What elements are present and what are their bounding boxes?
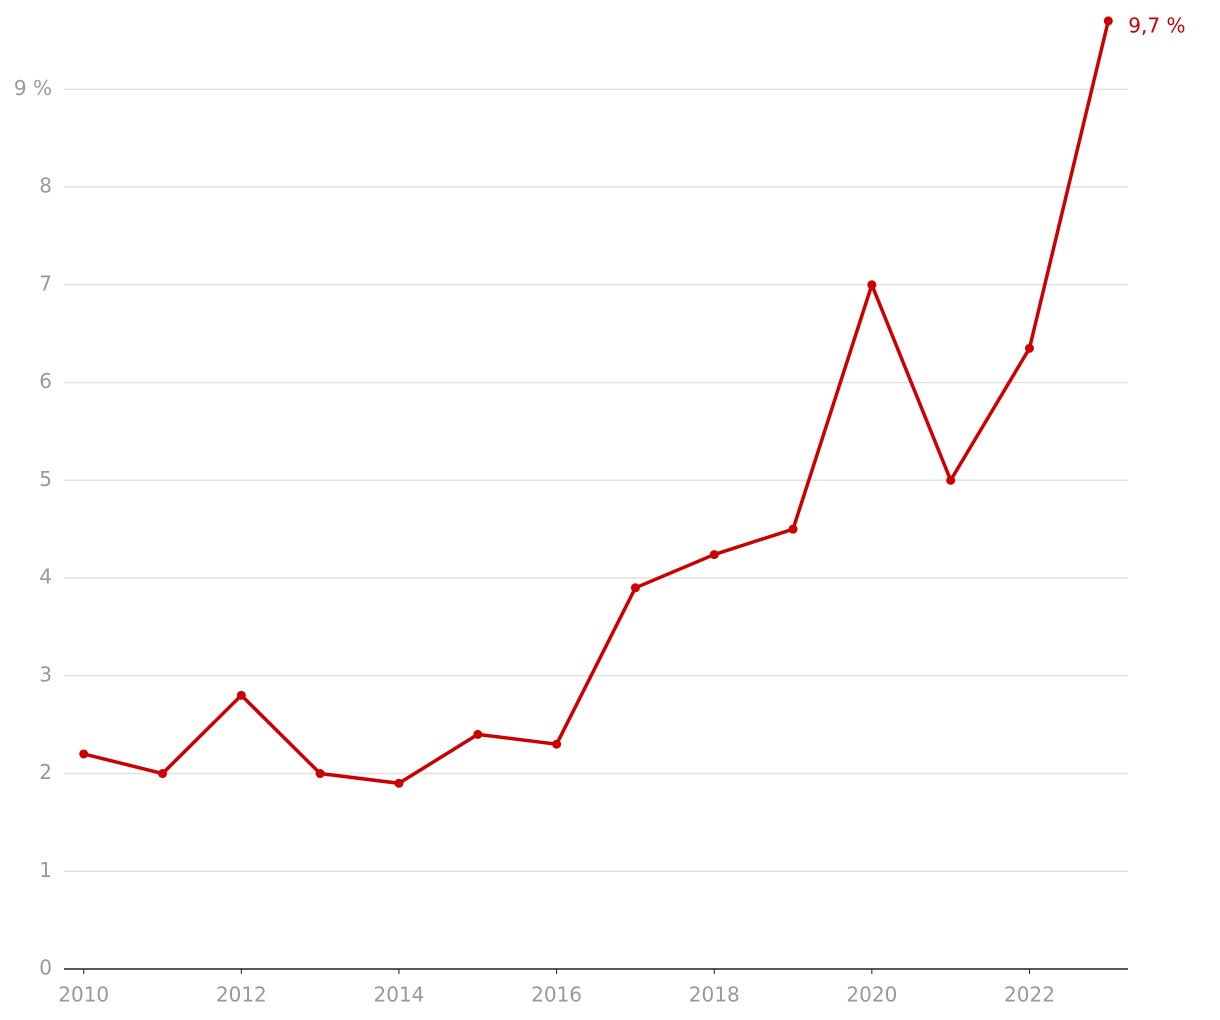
point <box>630 583 640 593</box>
point <box>1024 343 1034 353</box>
value-label: 9,7 % <box>1128 13 1185 37</box>
x-tick-label: 2010 <box>58 983 109 1007</box>
point <box>315 769 325 779</box>
y-tick-label: 3 <box>39 662 52 686</box>
y-tick-label: 1 <box>39 858 52 882</box>
point <box>788 524 798 534</box>
point <box>236 690 246 700</box>
point <box>1103 16 1113 26</box>
x-tick-label: 2020 <box>846 983 897 1007</box>
y-tick-label: 9 % <box>14 76 52 100</box>
x-tick-label: 2018 <box>689 983 740 1007</box>
y-tick-label: 4 <box>39 565 52 589</box>
point <box>394 778 404 788</box>
x-tick-label: 2022 <box>1004 983 1055 1007</box>
point <box>946 475 956 485</box>
point <box>79 749 89 759</box>
x-tick-label: 2014 <box>374 983 425 1007</box>
y-tick-label: 8 <box>39 174 52 198</box>
x-tick-label: 2016 <box>531 983 582 1007</box>
point <box>709 550 719 560</box>
x-tick-label: 2012 <box>216 983 267 1007</box>
y-tick-label: 0 <box>39 956 52 980</box>
y-tick-label: 6 <box>39 369 52 393</box>
y-tick-label: 2 <box>39 760 52 784</box>
point <box>552 739 562 749</box>
line <box>83 20 1110 786</box>
y-tick-label: 5 <box>39 467 52 491</box>
point <box>158 769 168 779</box>
y-tick-label: 7 <box>39 271 52 295</box>
point <box>867 280 877 290</box>
point <box>473 729 483 739</box>
